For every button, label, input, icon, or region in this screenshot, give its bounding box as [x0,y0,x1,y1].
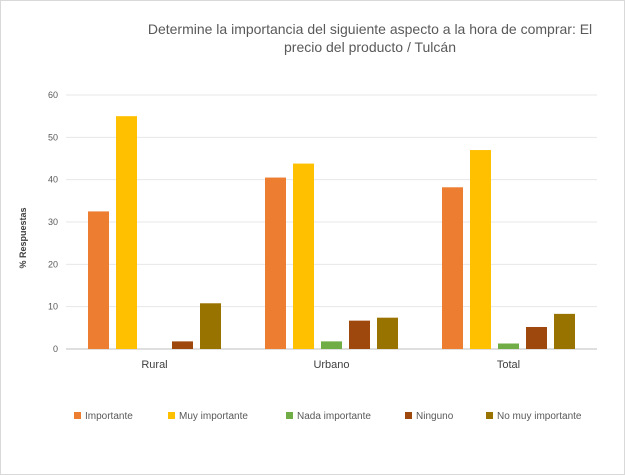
y-tick-label: 60 [48,90,58,100]
legend-swatch [168,412,175,419]
bar [88,211,109,349]
legend: Importante Muy importante Nada importante N… [0,411,625,427]
chart-title: Determine la importancia del siguiente a… [147,21,593,55]
y-tick-label: 10 [48,302,58,312]
category-label: Rural [141,359,167,371]
y-axis-label: % Respuestas [18,207,28,268]
bar [321,341,342,349]
legend-swatch [405,412,412,419]
bar [265,177,286,349]
category-label: Total [497,359,520,371]
category-label: Urbano [313,359,349,371]
bars [88,116,575,350]
bar [526,326,547,349]
category-labels: Rural Urbano Total [141,359,520,371]
y-tick-label: 40 [48,175,58,185]
bar [554,313,575,349]
legend-label: Nada importante [297,411,371,422]
bar [470,150,491,349]
legend-item: Ninguno [405,411,453,422]
legend-label: Importante [85,411,133,422]
y-tick-label: 0 [53,344,58,354]
bar [498,343,519,349]
gridlines [66,94,597,350]
legend-label: No muy importante [497,411,582,422]
legend-item: Importante [74,411,133,422]
legend-item: Muy importante [168,411,248,422]
y-tick-label: 50 [48,132,58,142]
legend-item: No muy importante [486,411,581,422]
legend-swatch [486,412,493,419]
bar [116,116,137,350]
bar [442,187,463,349]
bar [293,163,314,349]
bar [377,317,398,349]
bar [200,303,221,349]
legend-label: Muy importante [179,411,248,422]
legend-swatch [286,412,293,419]
legend-swatch [74,412,81,419]
bar [349,320,370,349]
y-tick-labels: 0 10 20 30 40 50 60 [48,90,58,354]
legend-label: Ninguno [416,411,454,422]
bar [172,341,193,349]
y-tick-label: 30 [48,217,58,227]
y-tick-label: 20 [48,259,58,269]
legend-item: Nada importante [286,411,371,422]
